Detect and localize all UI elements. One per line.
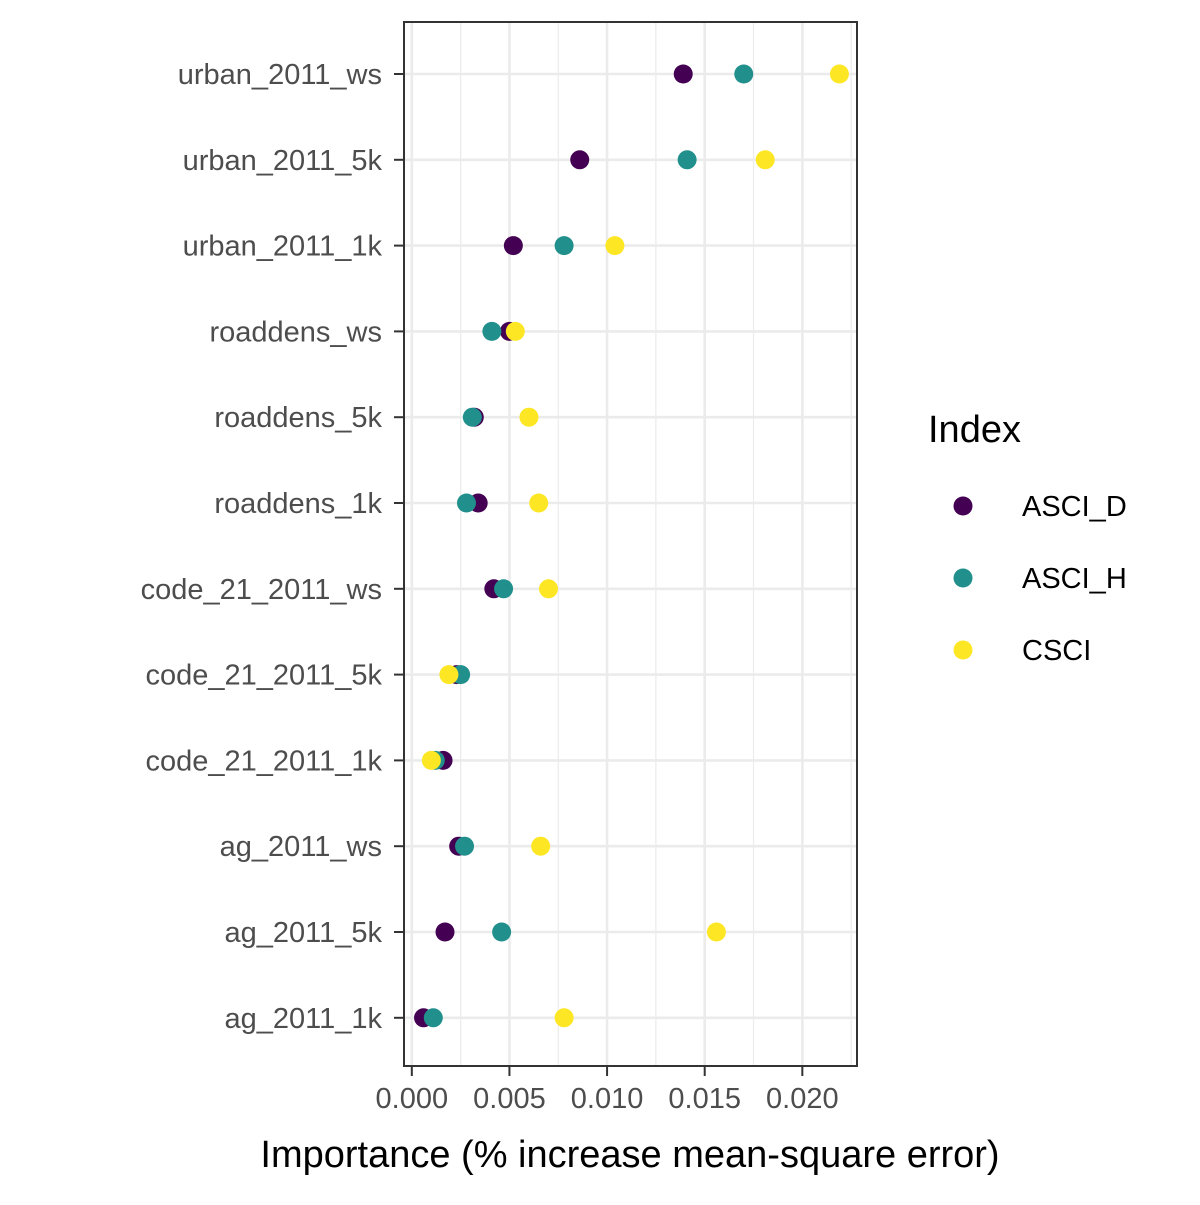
data-points [414,64,849,1028]
y-tick-label: urban_2011_5k [183,145,383,177]
data-point-csci [421,750,441,770]
data-point-csci [505,321,525,341]
grid [404,22,857,1066]
data-point-asci-h [734,64,754,84]
legend-title: Index [928,409,1021,451]
data-point-asci-d [673,64,693,84]
x-tick-label: 0.020 [766,1083,839,1115]
data-point-csci [829,64,849,84]
data-point-asci-h [423,1008,443,1028]
x-axis-title: Importance (% increase mean-square error… [260,1134,999,1176]
panel-border [403,21,858,1067]
axes: urban_2011_ws urban_2011_5k urban_2011_1kr… [141,59,839,1115]
legend-label: ASCI_H [1022,563,1127,595]
data-point-asci-h [494,579,514,599]
data-point-csci [519,407,539,427]
data-point-csci [706,922,726,942]
legend-key-asci-d [953,496,973,516]
y-tick-label: urban_2011_1k [183,231,383,263]
data-point-asci-h [455,836,475,856]
legend-label: CSCI [1022,635,1091,667]
y-tick-label: roaddens_ws [210,316,383,348]
y-tick-label: code_21_2011_ws [141,574,382,606]
data-point-csci [439,665,459,685]
data-point-asci-d [435,922,455,942]
x-tick-label: 0.005 [473,1083,546,1115]
y-tick-label: code_21_2011_5k [145,660,382,692]
y-tick-label: ag_2011_ws [220,831,382,863]
data-point-asci-h [462,407,482,427]
y-tick-label: roaddens_1k [214,488,382,520]
data-point-csci [538,579,558,599]
data-point-asci-h [482,321,502,341]
legend: Index ASCI_D ASCI_H CSCI [928,409,1127,667]
data-point-asci-h [554,236,574,256]
data-point-csci [755,150,775,170]
data-point-asci-h [456,493,476,513]
y-tick-label: ag_2011_5k [224,917,382,949]
x-tick-label: 0.015 [668,1083,741,1115]
y-tick-label: roaddens_5k [214,402,382,434]
y-tick-label: code_21_2011_1k [145,745,382,777]
legend-key-csci [953,640,973,660]
data-point-csci [529,493,549,513]
data-point-asci-d [503,236,523,256]
y-tick-label: urban_2011_ws [178,59,382,91]
data-point-csci [605,236,625,256]
x-tick-label: 0.000 [376,1083,449,1115]
legend-label: ASCI_D [1022,491,1127,523]
data-point-asci-h [677,150,697,170]
y-tick-label: ag_2011_1k [224,1003,382,1035]
data-point-csci [531,836,551,856]
data-point-asci-d [570,150,590,170]
legend-key-asci-h [953,568,973,588]
data-point-csci [554,1008,574,1028]
x-tick-label: 0.010 [571,1083,644,1115]
data-point-asci-h [492,922,512,942]
